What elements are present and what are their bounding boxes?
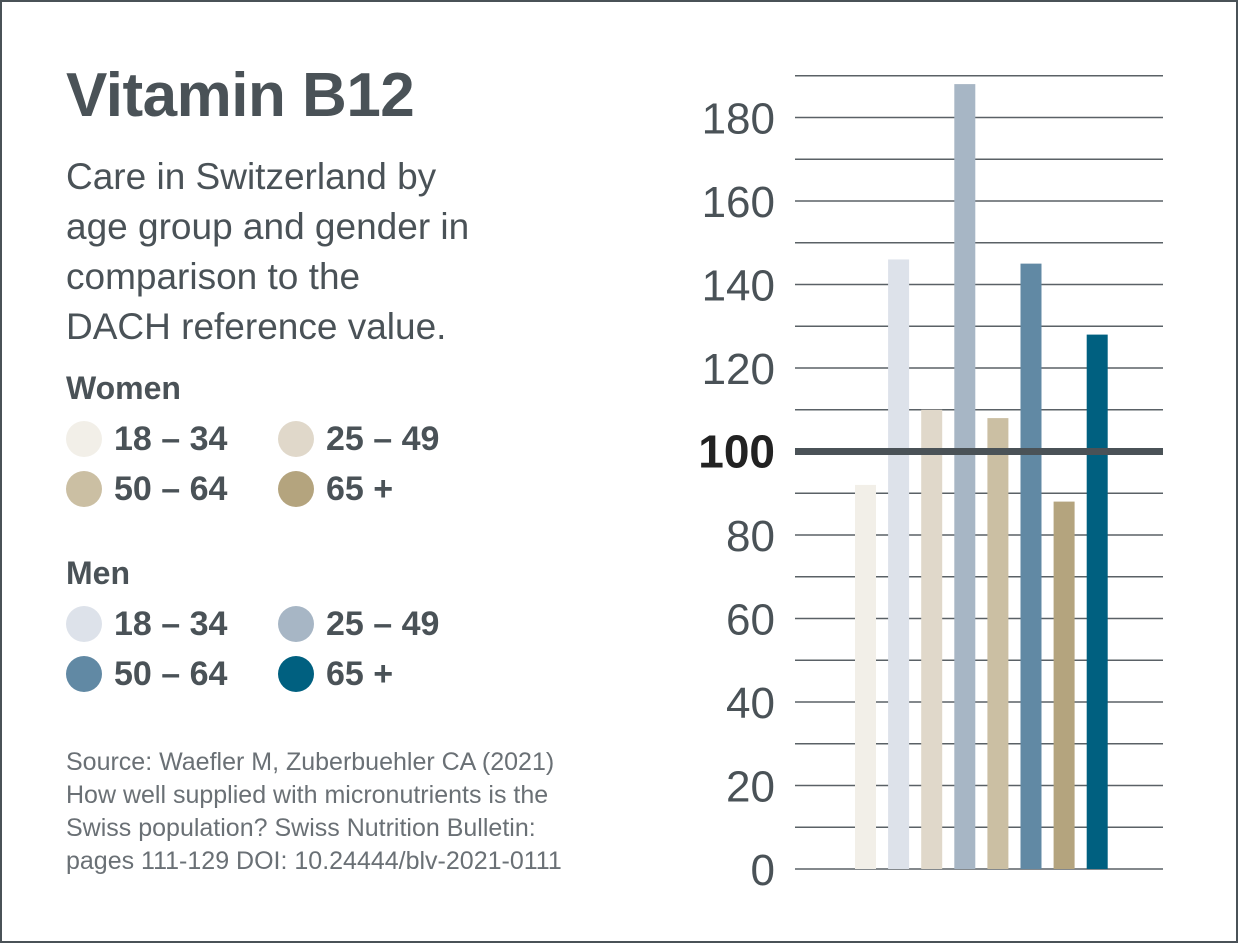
source-line: pages 111-129 DOI: 10.24444/blv-2021-011… xyxy=(66,847,562,875)
subtitle-line: age group and gender in xyxy=(66,206,470,247)
y-tick-label: 120 xyxy=(702,345,775,394)
legend-label: 25 – 49 xyxy=(326,419,440,458)
y-tick-label: 180 xyxy=(702,95,775,144)
legend-swatch xyxy=(66,421,102,457)
legend-swatch xyxy=(278,421,314,457)
legend-label: 18 – 34 xyxy=(114,604,228,643)
chart-subtitle: Care in Switzerland by age group and gen… xyxy=(66,152,536,352)
legend-item-women-25-49: 25 – 49 xyxy=(278,419,439,459)
legend-swatch xyxy=(278,471,314,507)
source-line: Source: Waefler M, Zuberbuehler CA (2021… xyxy=(66,748,555,776)
legend-item-women-65-plus: 65 + xyxy=(278,469,393,509)
subtitle-line: Care in Switzerland by xyxy=(66,156,437,197)
bar-6: Men 50 – 64: 145 xyxy=(1020,263,1042,869)
legend-item-men-18-34: 18 – 34 xyxy=(66,604,227,644)
y-tick-label: 100 xyxy=(698,426,775,478)
source-line: Swiss population? Swiss Nutrition Bullet… xyxy=(66,814,536,842)
y-tick-label: 140 xyxy=(702,262,775,311)
bar-7: Women 65 +: 88 xyxy=(1053,501,1075,869)
y-tick-label: 40 xyxy=(726,679,775,728)
subtitle-line: comparison to the xyxy=(66,256,361,297)
legend-men-label: Men xyxy=(66,555,130,591)
legend-swatch xyxy=(278,656,314,692)
chart-title: Vitamin B12 xyxy=(66,61,415,130)
legend-label: 65 + xyxy=(326,654,394,693)
legend-item-men-25-49: 25 – 49 xyxy=(278,604,439,644)
legend-label: 18 – 34 xyxy=(114,419,228,458)
legend-item-men-65-plus: 65 + xyxy=(278,654,393,694)
legend-label: 25 – 49 xyxy=(326,604,440,643)
y-tick-label: 80 xyxy=(726,512,775,561)
y-tick-label: 20 xyxy=(726,763,775,812)
y-tick-label: 0 xyxy=(751,846,775,895)
legend-item-men-50-64: 50 – 64 xyxy=(66,654,227,694)
bar-4: Men 25 – 49: 188 xyxy=(954,84,976,870)
y-tick-label: 160 xyxy=(702,178,775,227)
subtitle-line: DACH reference value. xyxy=(66,306,447,347)
bar-8: Men 65 +: 128 xyxy=(1086,334,1108,870)
legend-swatch xyxy=(66,606,102,642)
bar-5: Women 50 – 64: 108 xyxy=(987,418,1009,869)
bar-2: Men 18 – 34: 146 xyxy=(888,259,910,869)
source-note: Source: Waefler M, Zuberbuehler CA (2021… xyxy=(66,746,666,878)
legend-item-women-50-64: 50 – 64 xyxy=(66,469,227,509)
legend-label: 50 – 64 xyxy=(114,469,228,508)
legend-label: 50 – 64 xyxy=(114,654,228,693)
legend-swatch xyxy=(278,606,314,642)
legend-women-label: Women xyxy=(66,370,181,406)
source-line: How well supplied with micronutrients is… xyxy=(66,781,549,809)
legend-swatch xyxy=(66,656,102,692)
legend-label: 65 + xyxy=(326,469,394,508)
bar-1: Women 18 – 34: 92 xyxy=(855,484,876,869)
y-tick-label: 60 xyxy=(726,596,775,645)
bar-3: Women 25 – 49: 110 xyxy=(921,409,943,869)
legend-swatch xyxy=(66,471,102,507)
legend-item-women-18-34: 18 – 34 xyxy=(66,419,227,459)
